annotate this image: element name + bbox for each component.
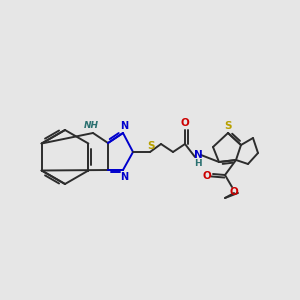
Text: S: S — [224, 121, 232, 131]
Text: S: S — [147, 141, 155, 151]
Text: N: N — [120, 121, 128, 131]
Text: H: H — [194, 160, 202, 169]
Text: NH: NH — [83, 122, 98, 130]
Text: N: N — [194, 150, 202, 160]
Text: O: O — [202, 171, 211, 181]
Text: N: N — [120, 172, 128, 182]
Text: O: O — [181, 118, 189, 128]
Text: O: O — [230, 187, 238, 197]
